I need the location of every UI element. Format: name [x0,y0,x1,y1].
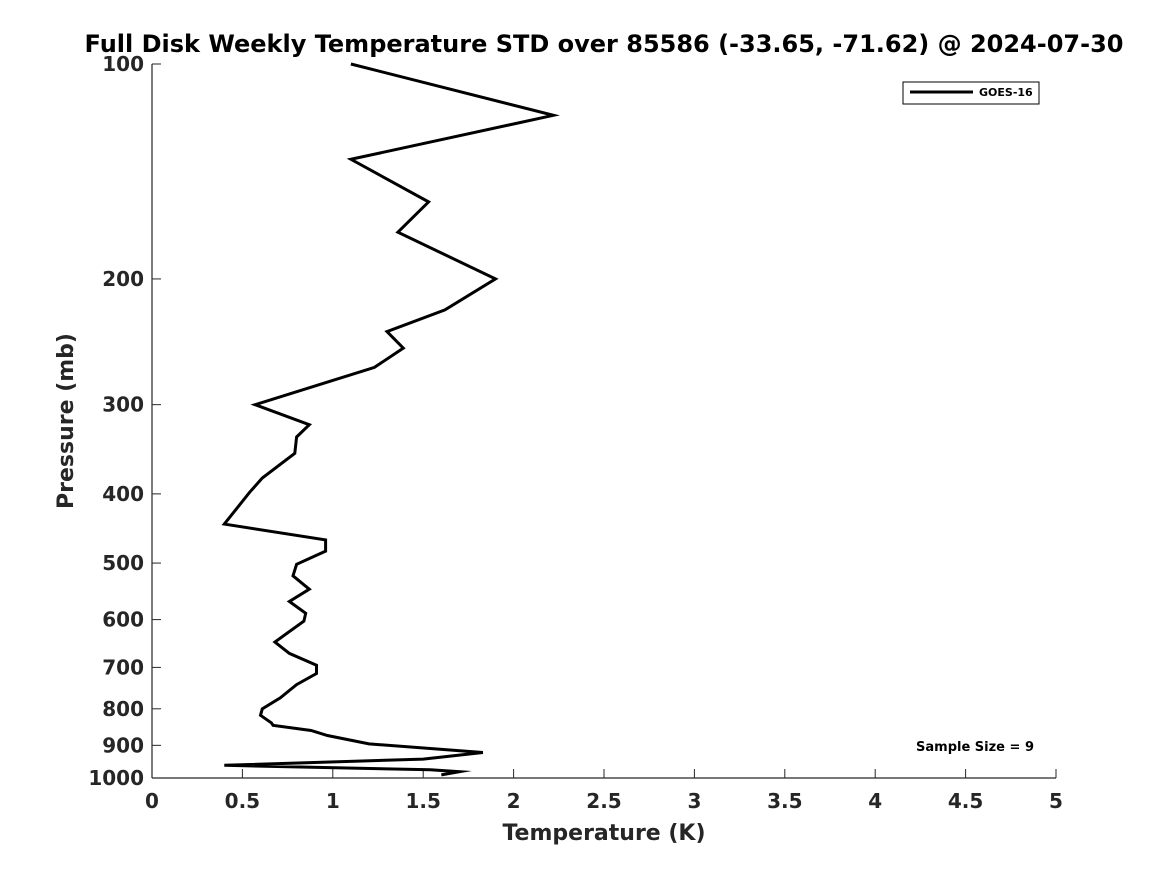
y-tick-label: 300 [102,393,144,417]
x-tick-label: 4 [868,789,882,813]
x-tick-label: 1.5 [405,789,440,813]
x-tick-label: 4.5 [948,789,983,813]
y-tick-label: 200 [102,267,144,291]
chart-title: Full Disk Weekly Temperature STD over 85… [85,30,1124,58]
x-axis-label: Temperature (K) [502,821,705,846]
y-tick-label: 500 [102,551,144,575]
y-axis-ticks: 100 200 300 400 500 600 700 800 900 1000 [88,52,161,790]
x-axis-ticks: 0 0.5 1 1.5 2 2.5 3 3.5 4 4.5 5 [145,769,1063,813]
y-tick-label: 800 [102,697,144,721]
y-axis-label: Pressure (mb) [54,333,79,509]
x-tick-label: 2.5 [586,789,621,813]
legend-label-goes-16: GOES-16 [979,86,1033,99]
series-line-goes-16 [221,62,560,777]
x-tick-label: 1 [326,789,340,813]
x-tick-label: 0.5 [225,789,260,813]
x-tick-label: 5 [1049,789,1063,813]
x-tick-label: 3.5 [767,789,802,813]
axes [151,64,1056,779]
x-tick-label: 3 [687,789,701,813]
y-tick-label: 600 [102,608,144,632]
y-tick-label: 700 [102,655,144,679]
x-tick-label: 0 [145,789,159,813]
y-tick-label: 1000 [88,766,144,790]
legend: GOES-16 [902,81,1040,105]
y-tick-label: 900 [102,733,144,757]
sample-size-annotation: Sample Size = 9 [916,740,1034,755]
y-tick-label: 400 [102,482,144,506]
y-tick-label: 100 [102,52,144,76]
series-layer [221,62,560,777]
x-tick-label: 2 [507,789,521,813]
